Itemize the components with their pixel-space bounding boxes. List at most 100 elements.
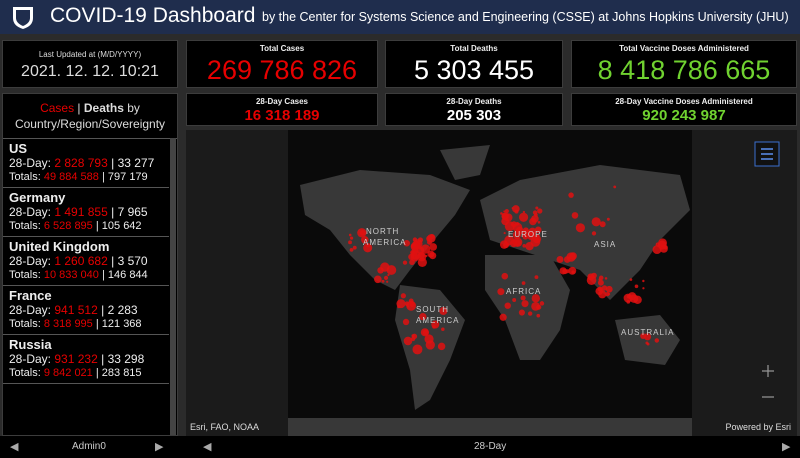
map-dot[interactable]: [643, 333, 652, 341]
map-dot[interactable]: [374, 275, 382, 284]
map-dot[interactable]: [591, 231, 597, 236]
map[interactable]: [186, 130, 797, 436]
map-dot[interactable]: [377, 267, 384, 274]
map-dot[interactable]: [512, 298, 517, 302]
next-button[interactable]: ▶: [155, 441, 164, 453]
map-dot[interactable]: [357, 228, 367, 238]
scrollbar[interactable]: [170, 138, 176, 435]
map-dot[interactable]: [571, 212, 579, 219]
map-dot[interactable]: [497, 288, 505, 296]
map-dot[interactable]: [599, 221, 606, 228]
map-dot[interactable]: [567, 256, 571, 260]
map-dot[interactable]: [424, 334, 434, 344]
map-dot[interactable]: [568, 192, 574, 198]
map-dot[interactable]: [629, 294, 639, 303]
map-dot[interactable]: [601, 285, 608, 291]
map-dot[interactable]: [386, 265, 397, 275]
map-dot[interactable]: [529, 217, 537, 226]
map-dot[interactable]: [427, 250, 435, 258]
map-dot[interactable]: [598, 290, 607, 299]
map-dot[interactable]: [626, 300, 631, 304]
map-dot[interactable]: [597, 286, 603, 292]
map-dot[interactable]: [512, 222, 523, 233]
map-dot[interactable]: [642, 279, 645, 283]
map-dot[interactable]: [613, 185, 617, 189]
map-dot[interactable]: [527, 232, 536, 241]
map-dot[interactable]: [531, 294, 540, 303]
map-dot[interactable]: [597, 279, 604, 286]
prev-button[interactable]: ◀: [10, 441, 19, 453]
map-dot[interactable]: [522, 244, 526, 248]
map-dot[interactable]: [571, 270, 575, 274]
map-dot[interactable]: [658, 238, 668, 248]
map-dot[interactable]: [431, 320, 440, 329]
map-dot[interactable]: [417, 237, 424, 243]
map-dot[interactable]: [366, 243, 371, 248]
map-dot[interactable]: [409, 259, 415, 266]
map-dot[interactable]: [383, 275, 389, 280]
map-dot[interactable]: [503, 231, 506, 235]
map-dot[interactable]: [527, 311, 533, 316]
map-dot[interactable]: [522, 210, 526, 214]
map-dot[interactable]: [349, 248, 354, 252]
map-dot[interactable]: [387, 273, 390, 277]
map-dot[interactable]: [499, 313, 507, 321]
map-dot[interactable]: [642, 287, 645, 290]
map-dot[interactable]: [534, 213, 538, 217]
map-dot[interactable]: [437, 342, 446, 351]
map-dot[interactable]: [408, 298, 414, 304]
map-dot[interactable]: [521, 281, 526, 285]
map-dot[interactable]: [522, 233, 529, 240]
map-dot[interactable]: [410, 250, 415, 256]
map-dot[interactable]: [504, 302, 511, 309]
map-dot[interactable]: [591, 217, 601, 227]
map-dot[interactable]: [537, 220, 541, 224]
list-title-cases[interactable]: Cases: [40, 101, 75, 115]
map-dot[interactable]: [514, 239, 521, 247]
map-dot[interactable]: [439, 306, 448, 316]
map-dot[interactable]: [349, 236, 354, 240]
country-item[interactable]: Germany 28-Day: 1 491 855 | 7 965 Totals: …: [3, 188, 169, 237]
map-dot[interactable]: [534, 275, 539, 280]
map-dot[interactable]: [556, 255, 564, 263]
map-dot[interactable]: [411, 333, 418, 340]
map-dot[interactable]: [654, 338, 660, 343]
map-dot[interactable]: [429, 243, 438, 251]
map-dot[interactable]: [504, 209, 509, 214]
map-dot[interactable]: [518, 309, 525, 316]
map-dot[interactable]: [606, 217, 610, 221]
map-dot[interactable]: [536, 313, 541, 318]
map-dot[interactable]: [402, 260, 408, 265]
map-dot[interactable]: [396, 299, 406, 309]
map-dot[interactable]: [520, 295, 526, 301]
map-dot[interactable]: [501, 217, 509, 226]
map-dot[interactable]: [562, 268, 568, 275]
map-dot[interactable]: [525, 242, 534, 251]
map-dot[interactable]: [352, 245, 357, 250]
map-dot[interactable]: [634, 284, 639, 289]
map-dot[interactable]: [536, 304, 542, 310]
map-dot[interactable]: [348, 233, 352, 237]
map-dot[interactable]: [515, 222, 520, 226]
map-dot[interactable]: [534, 226, 542, 234]
map-dot[interactable]: [604, 277, 608, 280]
map-dot[interactable]: [536, 234, 540, 238]
map-dot[interactable]: [566, 252, 576, 262]
country-item[interactable]: Russia 28-Day: 931 232 | 33 298 Totals: 9 …: [3, 335, 169, 384]
map-dot[interactable]: [404, 301, 410, 307]
map-dot[interactable]: [427, 234, 436, 243]
map-dot[interactable]: [403, 239, 411, 247]
map-dot[interactable]: [441, 327, 445, 332]
map-dot[interactable]: [412, 344, 423, 355]
map-dot[interactable]: [403, 336, 413, 346]
map-dot[interactable]: [386, 280, 389, 283]
map-dot[interactable]: [402, 318, 410, 326]
country-item[interactable]: France 28-Day: 941 512 | 2 283 Totals: 8 3…: [3, 286, 169, 335]
map-dot[interactable]: [348, 240, 352, 245]
map-dot[interactable]: [381, 279, 385, 283]
map-dot[interactable]: [419, 312, 427, 321]
map-dot[interactable]: [539, 301, 545, 306]
map-dot[interactable]: [521, 300, 529, 308]
map-dot[interactable]: [587, 273, 595, 281]
map-dot[interactable]: [537, 208, 543, 214]
